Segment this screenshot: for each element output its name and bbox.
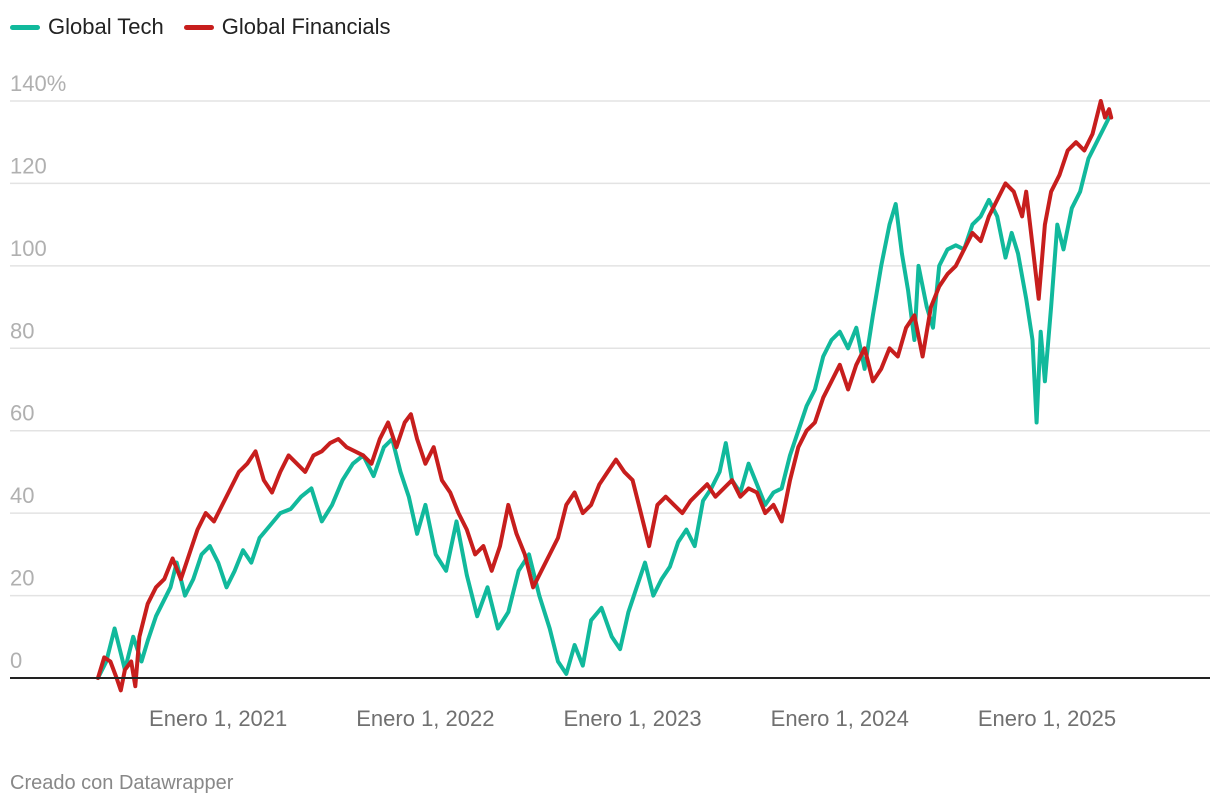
y-tick-label-80: 80 xyxy=(10,318,34,343)
legend-item-global-tech[interactable]: Global Tech xyxy=(10,14,164,40)
legend-label-global-tech: Global Tech xyxy=(48,14,164,39)
x-tick-label-enero-1-2024: Enero 1, 2024 xyxy=(771,706,909,731)
x-tick-label-enero-1-2023: Enero 1, 2023 xyxy=(563,706,701,731)
y-axis-ticks: 0 20 40 60 80 100 120 140% xyxy=(10,71,66,673)
chart-legend: Global Tech Global Financials xyxy=(10,14,391,40)
series-lines xyxy=(96,99,1114,693)
series-line-global-financials[interactable] xyxy=(96,99,1114,693)
y-tick-label-140: 140% xyxy=(10,71,66,96)
y-tick-label-40: 40 xyxy=(10,483,34,508)
datawrapper-credit: Creado con Datawrapper xyxy=(10,772,234,794)
y-tick-label-0: 0 xyxy=(10,648,22,673)
legend-item-global-financials[interactable]: Global Financials xyxy=(183,14,391,40)
series-line-global-tech[interactable] xyxy=(96,115,1112,680)
gridlines xyxy=(10,100,1210,597)
y-tick-label-120: 120 xyxy=(10,153,47,178)
legend-label-global-financials: Global Financials xyxy=(221,14,391,39)
legend-swatch-global-tech xyxy=(10,24,40,30)
y-tick-label-20: 20 xyxy=(10,566,34,591)
legend-swatch-global-financials xyxy=(183,24,214,30)
y-tick-label-60: 60 xyxy=(10,401,34,426)
x-tick-label-enero-1-2021: Enero 1, 2021 xyxy=(149,706,287,731)
y-tick-label-100: 100 xyxy=(10,236,47,261)
x-tick-label-enero-1-2025: Enero 1, 2025 xyxy=(978,706,1116,731)
x-axis-ticks: Enero 1, 2021 Enero 1, 2022 Enero 1, 2023 E… xyxy=(149,706,1116,731)
x-tick-label-enero-1-2022: Enero 1, 2022 xyxy=(356,706,494,731)
